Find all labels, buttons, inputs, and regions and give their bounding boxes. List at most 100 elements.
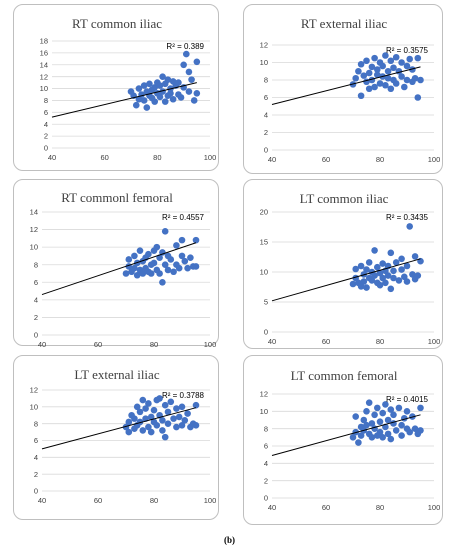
- y-tick-label: 6: [34, 278, 38, 287]
- data-point: [159, 417, 166, 424]
- data-point: [145, 423, 152, 431]
- data-point: [390, 267, 397, 275]
- data-point: [156, 395, 163, 402]
- data-point: [175, 413, 183, 421]
- data-point: [192, 422, 200, 429]
- data-point: [401, 83, 408, 91]
- data-point: [363, 57, 370, 65]
- data-point: [371, 247, 378, 254]
- data-point: [188, 76, 195, 83]
- scatter-chart: RT commonl femoral 0 2 4 6 8 10 12 14 40 60 80 100 R²…: [30, 190, 217, 349]
- chart-title: LT common iliac: [300, 191, 389, 206]
- data-point: [365, 85, 373, 93]
- data-point: [169, 95, 177, 103]
- data-point: [167, 256, 175, 263]
- data-point: [192, 236, 200, 244]
- r-squared-label: R² = 0.3435: [386, 213, 429, 222]
- chart-title: RT common iliac: [72, 16, 162, 31]
- data-point: [349, 434, 357, 441]
- scatter-chart: LT common iliac 0 5 10 15 20 40 60 80 100 R² = 0.3…: [260, 191, 441, 346]
- data-point: [374, 404, 381, 412]
- data-point: [384, 272, 392, 279]
- x-tick-label: 40: [268, 503, 276, 512]
- x-tick-label: 80: [376, 503, 384, 512]
- x-tick-label: 80: [150, 340, 158, 349]
- trendline: [41, 242, 197, 296]
- y-tick-label: 0: [264, 494, 268, 503]
- x-tick-label: 60: [322, 503, 330, 512]
- data-point: [403, 76, 411, 84]
- data-point: [417, 427, 424, 434]
- y-tick-label: 0: [44, 144, 48, 153]
- data-point: [371, 272, 378, 279]
- data-point: [371, 54, 378, 62]
- data-point: [192, 401, 200, 409]
- data-point: [382, 52, 389, 59]
- y-tick-label: 4: [264, 459, 268, 468]
- scatter-chart: LT external iliac 0 2 4 6 8 10 12 40 60 80 100 R² = …: [30, 367, 217, 505]
- data-point: [161, 433, 169, 441]
- data-point: [170, 268, 177, 276]
- x-tick-label: 80: [376, 337, 384, 346]
- y-tick-label: 8: [34, 260, 38, 269]
- x-tick-label: 40: [38, 496, 46, 505]
- data-point: [368, 277, 376, 284]
- data-point: [142, 405, 149, 412]
- data-point: [159, 249, 166, 256]
- chart-panel: RT external iliac 0 2 4 6 8 10 12 40 60 80 100 R² = …: [243, 4, 443, 174]
- y-tick-label: 8: [34, 419, 38, 428]
- data-point: [131, 264, 138, 272]
- data-point: [139, 396, 147, 404]
- data-point: [173, 242, 180, 249]
- y-tick-label: 4: [264, 111, 268, 120]
- y-tick-label: 2: [264, 128, 268, 137]
- data-point: [131, 252, 138, 260]
- y-tick-label: 10: [260, 268, 268, 277]
- y-tick-label: 15: [260, 238, 268, 247]
- data-point: [403, 278, 411, 285]
- y-tick-label: 0: [34, 331, 38, 340]
- data-point: [390, 64, 397, 72]
- data-point: [349, 280, 357, 288]
- x-tick-label: 100: [204, 496, 217, 505]
- y-tick-label: 6: [34, 436, 38, 445]
- data-point: [156, 82, 164, 89]
- y-tick-label: 16: [40, 48, 48, 57]
- y-tick-label: 6: [264, 442, 268, 451]
- data-point: [414, 94, 422, 101]
- data-point: [376, 418, 384, 426]
- data-point: [365, 399, 373, 406]
- data-point: [382, 279, 389, 287]
- data-point: [376, 80, 384, 87]
- y-tick-label: 4: [34, 453, 38, 462]
- data-point: [133, 271, 141, 279]
- x-tick-label: 60: [322, 337, 330, 346]
- data-point: [379, 434, 386, 441]
- data-point: [387, 85, 395, 93]
- data-point: [360, 278, 368, 285]
- trendline: [271, 258, 421, 302]
- y-tick-label: 12: [40, 72, 48, 81]
- data-point: [406, 55, 413, 63]
- data-point: [136, 418, 144, 426]
- data-point: [178, 236, 186, 244]
- y-tick-label: 10: [260, 407, 268, 416]
- y-tick-label: 5: [264, 298, 268, 307]
- data-point: [187, 254, 194, 261]
- x-tick-label: 80: [376, 155, 384, 164]
- data-point: [151, 98, 158, 105]
- data-point: [376, 428, 384, 436]
- data-point: [173, 405, 180, 412]
- y-tick-label: 14: [40, 60, 48, 69]
- data-point: [406, 223, 413, 230]
- x-tick-label: 100: [428, 337, 441, 346]
- chart-panel: LT external iliac 0 2 4 6 8 10 12 40 60 80 100 R² = …: [13, 355, 219, 520]
- data-point: [371, 83, 378, 91]
- data-point: [398, 266, 405, 273]
- data-point: [384, 74, 392, 82]
- data-point: [153, 422, 161, 429]
- data-point: [411, 425, 419, 432]
- data-point: [175, 79, 182, 86]
- data-point: [159, 278, 166, 286]
- data-point: [355, 67, 362, 75]
